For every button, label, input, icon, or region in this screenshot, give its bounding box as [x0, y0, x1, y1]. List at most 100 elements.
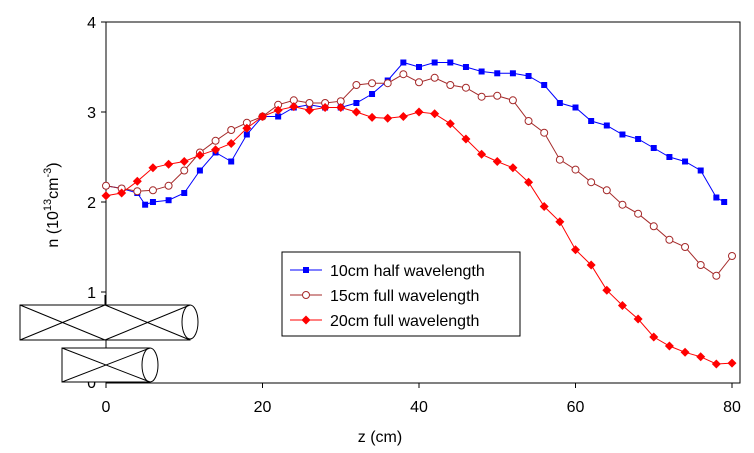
marker — [133, 187, 142, 196]
marker — [320, 103, 330, 112]
marker — [304, 105, 314, 115]
marker — [556, 100, 563, 106]
marker — [196, 167, 203, 174]
y-tick-label: 2 — [87, 195, 96, 212]
marker — [539, 202, 549, 211]
y-axis-label: n (1013cm-3) — [42, 162, 62, 247]
marker — [727, 358, 737, 368]
marker — [586, 260, 596, 270]
marker — [587, 178, 596, 187]
marker — [164, 181, 173, 190]
antenna-end — [181, 304, 199, 340]
marker — [697, 167, 704, 174]
marker — [226, 139, 236, 148]
marker — [509, 70, 516, 77]
marker — [524, 177, 534, 187]
marker — [664, 341, 674, 351]
marker — [211, 145, 221, 155]
marker — [619, 131, 626, 138]
marker — [602, 285, 612, 295]
marker — [148, 186, 157, 195]
marker — [494, 70, 501, 77]
marker — [243, 131, 250, 138]
x-tick-label: 0 — [102, 399, 111, 416]
marker — [383, 79, 392, 88]
marker — [588, 118, 595, 124]
marker — [142, 201, 149, 208]
marker — [682, 158, 689, 165]
marker — [302, 291, 310, 299]
y-label-text: n (10 — [45, 211, 62, 248]
marker — [447, 59, 454, 66]
marker — [431, 59, 438, 66]
marker — [571, 165, 580, 174]
marker — [571, 245, 580, 255]
marker — [303, 267, 309, 273]
marker — [681, 243, 690, 251]
x-tick-label: 80 — [723, 399, 741, 416]
marker — [400, 59, 407, 66]
marker — [165, 197, 172, 204]
y-label-unit-exp: -3 — [42, 168, 54, 178]
marker — [211, 136, 220, 145]
marker — [148, 163, 158, 173]
y-tick-label: 0 — [87, 375, 96, 392]
marker — [618, 200, 627, 209]
marker — [477, 149, 487, 159]
marker — [242, 123, 252, 133]
marker — [649, 332, 659, 342]
marker — [415, 78, 423, 87]
marker — [351, 107, 361, 117]
marker — [650, 145, 657, 151]
antenna-drawing — [19, 295, 199, 383]
marker — [508, 163, 518, 173]
marker — [680, 347, 690, 357]
marker — [461, 134, 471, 144]
marker — [508, 96, 517, 105]
marker — [353, 100, 360, 106]
marker — [102, 181, 110, 190]
antenna-cross — [19, 304, 106, 341]
marker — [572, 104, 579, 111]
marker — [305, 99, 314, 107]
marker — [478, 68, 485, 75]
marker — [430, 109, 440, 119]
marker — [721, 199, 728, 205]
marker — [101, 191, 111, 201]
marker — [273, 105, 283, 115]
antenna-cross — [104, 304, 191, 341]
marker — [696, 261, 705, 269]
marker — [227, 126, 236, 134]
marker — [665, 235, 674, 244]
marker — [633, 314, 643, 324]
antenna-cross — [61, 347, 151, 383]
legend: 10cm half wavelength 15cm full wavelength… — [281, 251, 521, 337]
series — [102, 70, 736, 280]
marker — [289, 102, 299, 112]
marker — [525, 73, 532, 79]
marker — [275, 113, 282, 120]
marker — [398, 112, 408, 121]
marker — [541, 82, 548, 88]
marker — [477, 92, 486, 101]
y-tick-label: 4 — [87, 15, 96, 32]
marker — [117, 188, 127, 198]
marker — [712, 271, 721, 280]
marker — [414, 107, 424, 117]
marker — [132, 176, 142, 186]
y-tick-label: 3 — [87, 105, 96, 122]
marker — [555, 217, 565, 227]
marker — [336, 103, 346, 112]
antenna-end — [141, 347, 159, 383]
marker — [258, 112, 267, 121]
legend-box — [281, 251, 521, 337]
marker — [195, 150, 205, 160]
series — [101, 102, 737, 369]
marker — [635, 136, 642, 142]
marker — [430, 73, 439, 82]
marker — [728, 252, 736, 260]
x-tick-label: 40 — [410, 399, 428, 416]
legend-label: 10cm half wavelength — [330, 263, 485, 280]
y-label-exp: 13 — [42, 199, 54, 211]
